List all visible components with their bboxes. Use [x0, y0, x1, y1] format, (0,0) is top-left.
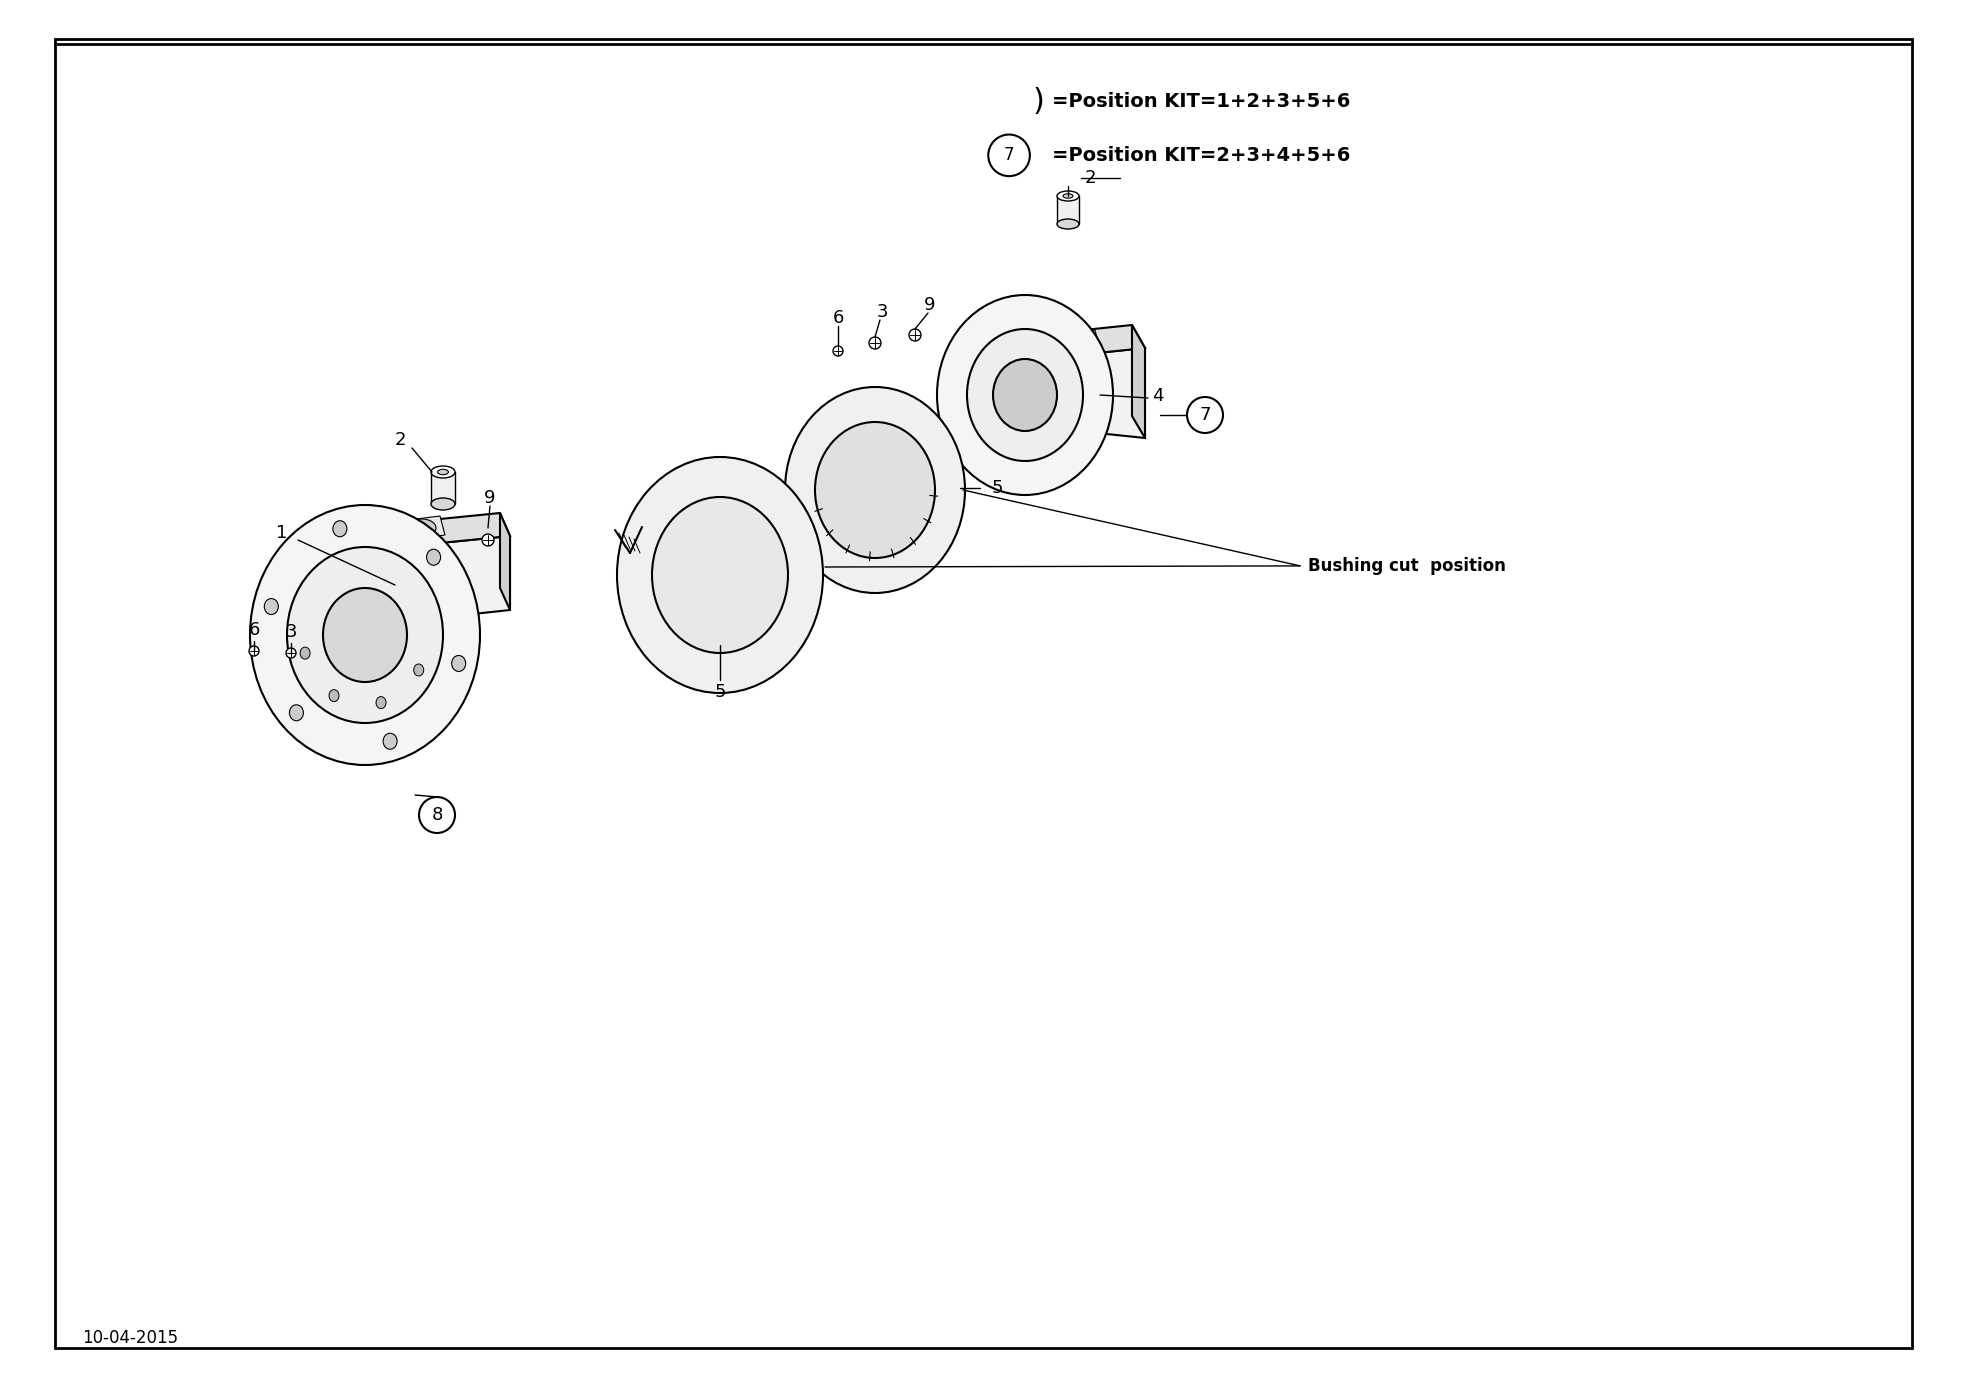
- Text: Bushing cut  position: Bushing cut position: [1308, 558, 1507, 574]
- Ellipse shape: [814, 422, 934, 558]
- Ellipse shape: [651, 497, 789, 653]
- Ellipse shape: [328, 689, 338, 702]
- Ellipse shape: [289, 705, 303, 721]
- Circle shape: [869, 337, 881, 350]
- Polygon shape: [500, 513, 509, 610]
- Ellipse shape: [618, 456, 822, 694]
- Ellipse shape: [384, 734, 397, 749]
- Text: 2: 2: [393, 431, 405, 449]
- Circle shape: [482, 534, 494, 546]
- Polygon shape: [1131, 325, 1145, 438]
- Ellipse shape: [1056, 219, 1080, 229]
- Ellipse shape: [936, 295, 1113, 495]
- Polygon shape: [1054, 330, 1100, 356]
- Polygon shape: [399, 516, 445, 540]
- Text: 1: 1: [275, 524, 287, 542]
- Text: 10-04-2015: 10-04-2015: [83, 1329, 179, 1347]
- Text: 8: 8: [431, 806, 443, 824]
- Text: 5: 5: [714, 682, 726, 700]
- Ellipse shape: [1062, 194, 1072, 198]
- Polygon shape: [389, 535, 509, 623]
- Ellipse shape: [431, 466, 454, 479]
- Ellipse shape: [407, 519, 437, 537]
- Ellipse shape: [437, 469, 448, 474]
- Circle shape: [832, 345, 844, 356]
- Polygon shape: [380, 513, 509, 548]
- Ellipse shape: [264, 599, 277, 614]
- Circle shape: [250, 646, 260, 656]
- Polygon shape: [431, 472, 454, 503]
- Ellipse shape: [431, 498, 454, 510]
- Text: 7: 7: [1200, 406, 1212, 424]
- Text: 2: 2: [1084, 169, 1096, 187]
- Ellipse shape: [1056, 191, 1080, 201]
- Text: 6: 6: [248, 621, 260, 639]
- Circle shape: [909, 329, 921, 341]
- Ellipse shape: [250, 505, 480, 766]
- Ellipse shape: [287, 546, 443, 723]
- Polygon shape: [1056, 196, 1080, 223]
- Circle shape: [419, 798, 454, 834]
- Polygon shape: [1031, 348, 1145, 438]
- Text: 3: 3: [875, 302, 887, 320]
- Circle shape: [987, 135, 1031, 176]
- Text: ): ): [1033, 87, 1044, 115]
- Ellipse shape: [993, 359, 1056, 431]
- Text: 9: 9: [484, 490, 496, 508]
- Text: 7: 7: [1003, 147, 1015, 164]
- Ellipse shape: [1064, 336, 1090, 351]
- Circle shape: [1186, 397, 1223, 433]
- Ellipse shape: [376, 696, 386, 709]
- Text: 3: 3: [285, 623, 297, 641]
- Text: 5: 5: [991, 479, 1003, 497]
- Ellipse shape: [332, 520, 346, 537]
- Circle shape: [285, 648, 295, 657]
- Ellipse shape: [785, 387, 966, 594]
- Ellipse shape: [301, 648, 311, 659]
- Ellipse shape: [323, 588, 407, 682]
- Ellipse shape: [427, 549, 441, 566]
- Ellipse shape: [452, 656, 466, 671]
- Ellipse shape: [968, 329, 1084, 460]
- Text: 9: 9: [924, 295, 936, 313]
- Text: =Position KIT=1+2+3+5+6: =Position KIT=1+2+3+5+6: [1052, 92, 1351, 111]
- Text: 6: 6: [832, 309, 844, 327]
- Polygon shape: [1017, 325, 1145, 361]
- Text: 4: 4: [1153, 387, 1164, 405]
- Ellipse shape: [413, 664, 423, 675]
- Text: =Position KIT=2+3+4+5+6: =Position KIT=2+3+4+5+6: [1052, 146, 1351, 165]
